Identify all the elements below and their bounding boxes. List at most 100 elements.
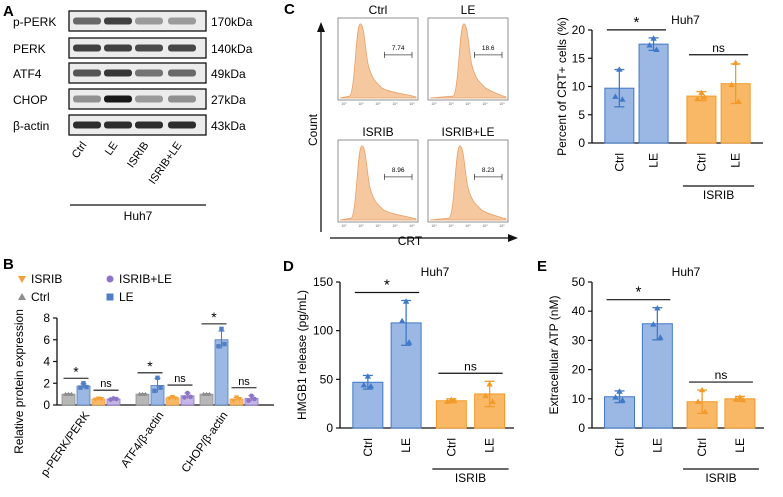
data-point — [155, 375, 160, 381]
blot-protein-label: p-PERK — [13, 15, 56, 29]
blot-band — [168, 17, 196, 25]
blot-protein-label: ATF4 — [13, 67, 42, 81]
flow-tick-label: 10⁰ — [465, 224, 471, 228]
data-point — [650, 321, 657, 327]
data-point — [732, 396, 740, 402]
blot-size-label: 170kDa — [211, 15, 253, 29]
bar — [352, 381, 384, 429]
x-tick-label: Ctrl — [613, 438, 627, 457]
x-tick-label: Ctrl — [444, 438, 458, 457]
data-point — [185, 390, 190, 396]
data-point — [98, 397, 105, 402]
bar — [435, 400, 467, 429]
y-tick-label: 0 — [578, 136, 585, 150]
blot-lane-label: Ctrl — [70, 140, 90, 161]
data-point — [735, 98, 742, 104]
blot-cell-line-label: Huh7 — [124, 209, 153, 223]
data-point — [612, 394, 619, 400]
blot-band — [73, 17, 101, 25]
panel-label-b: B — [3, 256, 14, 273]
flow-tick-label: 10⁰ — [409, 102, 415, 106]
y-axis-label: HMGB1 release (pg/mL) — [295, 290, 309, 420]
blot-protein-label: PERK — [13, 42, 46, 56]
flow-tick-label: 10⁰ — [482, 102, 488, 106]
flow-tick-label: 10⁰ — [431, 224, 437, 228]
data-point — [252, 396, 257, 402]
y-tick-label: 0 — [43, 398, 50, 412]
protein-expression-chart: 0 2 4 6 8 Relative protein expression * ns p-PER… — [12, 272, 274, 479]
blot-band — [135, 121, 163, 129]
x-tick-label: LE — [399, 438, 413, 453]
bar — [686, 95, 717, 144]
blot-band — [135, 69, 163, 77]
significance-label: * — [73, 363, 79, 379]
data-point — [398, 317, 406, 324]
data-point — [694, 95, 701, 102]
blot-band — [135, 95, 163, 103]
data-point — [728, 81, 735, 88]
data-point — [367, 382, 375, 389]
flow-x-arrow — [508, 234, 518, 242]
blot-band — [73, 44, 101, 52]
flow-histogram — [429, 23, 507, 99]
data-point — [201, 391, 206, 396]
y-tick-label: 100 — [313, 324, 333, 338]
blot-lane-label: LE — [103, 140, 121, 158]
legend-label: Ctrl — [31, 290, 50, 304]
flow-gate-value: 18.6 — [482, 45, 495, 52]
y-tick-label: 6 — [43, 333, 50, 347]
significance-label: ns — [712, 41, 725, 55]
legend-label: ISRIB — [31, 272, 62, 286]
blot-band — [135, 17, 163, 25]
significance-label: ns — [464, 359, 477, 373]
y-tick-label: 10 — [572, 80, 586, 94]
data-point — [616, 388, 623, 394]
y-tick-label: 50 — [320, 372, 334, 386]
flow-tick-label: 10⁰ — [465, 102, 471, 106]
blot-band — [168, 95, 196, 103]
legend-marker — [106, 293, 114, 301]
x-category-label: p-PERK/PERK — [39, 410, 93, 479]
data-point — [619, 96, 626, 102]
significance-label: * — [636, 284, 642, 301]
x-tick-label: LE — [729, 153, 743, 168]
x-tick-label: Ctrl — [694, 153, 708, 172]
flow-tick-label: 10⁰ — [341, 102, 347, 106]
significance-label: * — [384, 276, 390, 293]
significance-label: * — [634, 14, 640, 31]
y-tick-label: 30 — [572, 333, 586, 347]
data-point — [405, 339, 413, 345]
blot-band — [104, 17, 132, 25]
y-axis-label: Relative protein expression — [12, 309, 26, 454]
blot-band — [104, 121, 132, 129]
group-label: ISRIB — [705, 471, 736, 485]
data-point — [246, 398, 251, 403]
flow-tick-label: 10⁰ — [482, 224, 488, 228]
data-point — [736, 394, 744, 400]
data-point — [236, 397, 243, 402]
data-point — [172, 396, 179, 401]
extracellular-atp-chart: Huh7 0 10 20 30 40 50 Extracellular ATP (nM) Ctr… — [547, 265, 764, 485]
flow-tick-label: 10⁰ — [392, 102, 398, 106]
group-label: ISRIB — [455, 471, 486, 485]
panel-label-e: E — [537, 258, 547, 275]
chart-title: Huh7 — [671, 13, 700, 27]
panel-label-d: D — [283, 258, 294, 275]
y-tick-label: 10 — [572, 392, 586, 406]
y-tick-label: 50 — [572, 275, 586, 289]
data-point — [114, 396, 119, 402]
data-point — [222, 341, 227, 347]
flow-tick-label: 10⁰ — [375, 102, 381, 106]
data-point — [701, 408, 709, 415]
y-tick-label: 4 — [43, 355, 50, 369]
data-point — [169, 394, 176, 400]
legend-label: ISRIB+LE — [119, 272, 172, 286]
x-category-label: CHOP/β-actin — [180, 410, 231, 475]
x-tick-label: Ctrl — [612, 153, 626, 172]
flow-tick-label: 10⁰ — [341, 224, 347, 228]
data-point — [616, 66, 623, 72]
data-point — [653, 46, 660, 53]
flow-y-arrow — [317, 22, 325, 32]
flow-tick-label: 10⁰ — [392, 224, 398, 228]
